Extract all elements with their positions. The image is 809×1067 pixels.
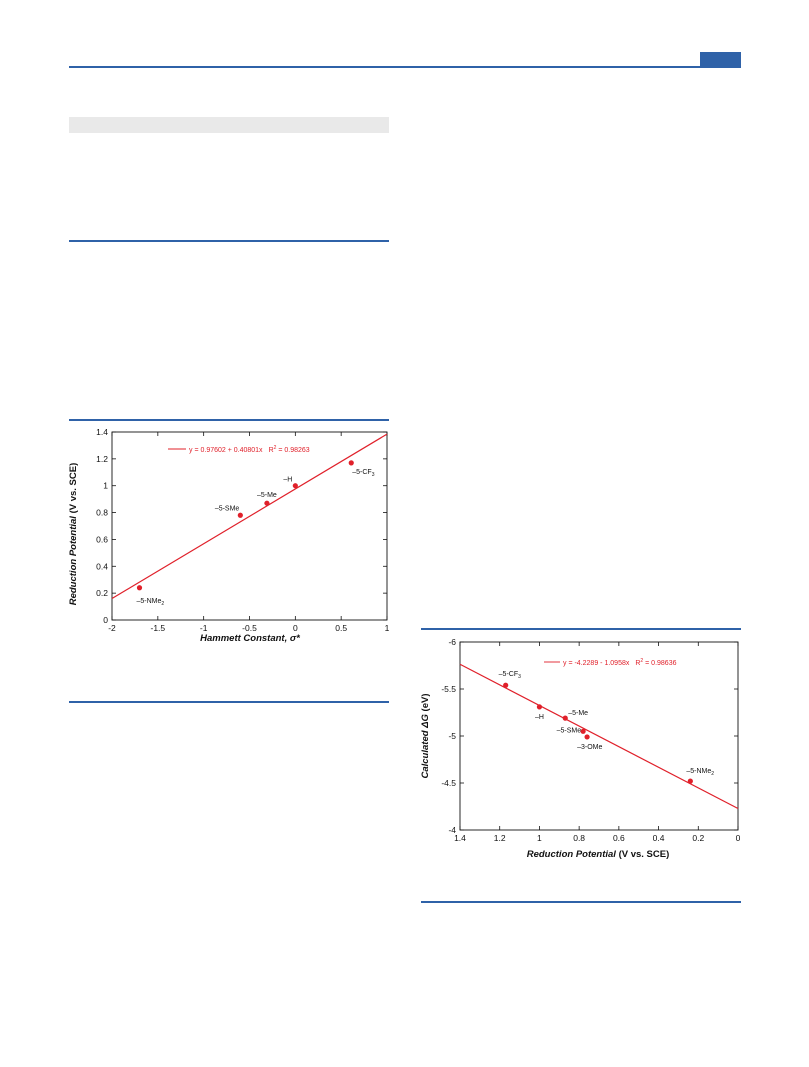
- fit-r2-prefix-2: R: [635, 660, 640, 667]
- y-ticks-2: -4 -4.5 -5 -5.5 -6: [441, 637, 738, 835]
- data-point: [348, 460, 354, 466]
- plot-area-1: [111, 431, 388, 621]
- point-label: –H: [535, 714, 544, 721]
- y-tick-label: 1.2: [96, 454, 108, 464]
- x-ticks-1: -2 -1.5 -1 -0.5 0 0.5 1: [108, 432, 390, 633]
- legend-equation-2: y = -4.2289 - 1.0958x R2 = 0.98636: [563, 658, 677, 667]
- data-point: [503, 682, 509, 688]
- y-ticks-1: 0 0.2 0.4 0.6 0.8 1 1.2 1.4: [96, 427, 387, 625]
- x-tick-label: 0.8: [573, 833, 585, 843]
- x-tick-label: 0: [293, 623, 298, 633]
- legend-equation-1: y = 0.97602 + 0.40801x R2 = 0.98263: [189, 445, 310, 454]
- page-number-tab: [700, 52, 741, 67]
- divider-right-1: [421, 628, 741, 630]
- x-tick-label: 1: [537, 833, 542, 843]
- x-tick-label: 0.4: [653, 833, 665, 843]
- chart-deltaG: 1.4 1.2 1 0.8 0.6 0.4 0.2 0 -4 -4.5 -5 -5.5 -6 –5-C…: [420, 637, 741, 860]
- x-tick-label: -1: [200, 623, 208, 633]
- fit-r2-value-2: = 0.98636: [643, 660, 676, 667]
- points-2: –5-CF3 –H –5-Me –5-SMe –3-OMe –5-NMe2: [499, 671, 714, 784]
- x-tick-label: 0.5: [335, 623, 347, 633]
- fit-line-2: [459, 663, 739, 810]
- point-label: –5-SMe: [557, 727, 582, 734]
- data-point: [237, 512, 243, 518]
- chart-hammett: -2 -1.5 -1 -0.5 0 0.5 1 0 0.2 0.4 0.6 0.8 1 1.2 1.4 –…: [68, 427, 390, 644]
- y-tick-label: 0.2: [96, 588, 108, 598]
- point-label: –5-CF3: [352, 469, 374, 478]
- x-tick-label: -0.5: [242, 623, 257, 633]
- point-label: –5-NMe2: [137, 598, 165, 607]
- x-axis-title-2: Reduction Potential (V vs. SCE): [527, 849, 670, 860]
- fit-r2-prefix-1: R: [269, 447, 274, 454]
- y-tick-label: -4: [448, 825, 456, 835]
- data-point: [136, 585, 143, 591]
- fit-line: [111, 433, 388, 600]
- data-point: [536, 704, 543, 710]
- point-label: –5-Me: [257, 492, 277, 499]
- y-tick-label: 1.4: [96, 427, 108, 437]
- divider-right-2: [421, 901, 741, 903]
- y-tick-label: 0.8: [96, 508, 108, 518]
- point-label: –3-OMe: [577, 744, 602, 751]
- y-tick-label: -5: [448, 731, 456, 741]
- data-point: [580, 728, 586, 734]
- y-tick-label: -6: [448, 637, 456, 647]
- x-tick-label: 1.2: [494, 833, 506, 843]
- legend-1: y = 0.97602 + 0.40801x R2 = 0.98263: [168, 445, 310, 454]
- x-tick-label: 0.6: [613, 833, 625, 843]
- fit-r2-sup-1: 2: [274, 445, 277, 451]
- x-tick-label: -1.5: [151, 623, 166, 633]
- data-point: [264, 500, 270, 506]
- header-rule: [69, 66, 741, 68]
- data-point: [687, 778, 693, 784]
- x-axis-title-1: Hammett Constant, σ*: [200, 633, 301, 644]
- x-tick-label: -2: [108, 623, 116, 633]
- x-tick-label: 1: [385, 623, 390, 633]
- y-tick-label: -5.5: [441, 684, 456, 694]
- points-1: –5-NMe2 –5-SMe –5-Me –H –5-CF3: [136, 460, 375, 607]
- point-label: –H: [283, 477, 292, 484]
- x-tick-label: 1.4: [454, 833, 466, 843]
- point-label: –5-SMe: [215, 505, 240, 512]
- data-point: [562, 715, 568, 721]
- fit-equation-1: y = 0.97602 + 0.40801x: [189, 447, 263, 454]
- y-axis-title-1: Reduction Potential (V vs. SCE): [68, 463, 79, 606]
- y-tick-label: 0.4: [96, 561, 108, 571]
- y-tick-label: 0: [103, 615, 108, 625]
- x-ticks-2: 1.4 1.2 1 0.8 0.6 0.4 0.2 0: [454, 642, 741, 843]
- fit-r2-value-1: = 0.98263: [276, 447, 309, 454]
- fit-r2-sup-2: 2: [640, 658, 643, 664]
- x-tick-label: 0.2: [692, 833, 704, 843]
- fit-line-1: [111, 433, 388, 600]
- divider-left-1: [69, 240, 389, 242]
- plot-frame-1: [111, 431, 388, 621]
- point-label: –5-CF3: [499, 671, 521, 680]
- fit-line: [459, 663, 739, 810]
- x-tick-label: 0: [736, 833, 741, 843]
- data-point: [292, 483, 298, 489]
- section-band: [69, 117, 389, 133]
- divider-left-3: [69, 701, 389, 703]
- point-label: –5-NMe2: [686, 768, 714, 777]
- legend-2: y = -4.2289 - 1.0958x R2 = 0.98636: [544, 658, 677, 667]
- y-tick-label: -4.5: [441, 778, 456, 788]
- data-point: [584, 734, 590, 740]
- fit-equation-2: y = -4.2289 - 1.0958x: [563, 660, 630, 667]
- y-axis-title-2: Calculated ΔG (eV): [420, 693, 431, 778]
- divider-left-2: [69, 419, 389, 421]
- y-tick-label: 1: [103, 481, 108, 491]
- y-tick-label: 0.6: [96, 534, 108, 544]
- point-label: –5-Me: [568, 710, 588, 717]
